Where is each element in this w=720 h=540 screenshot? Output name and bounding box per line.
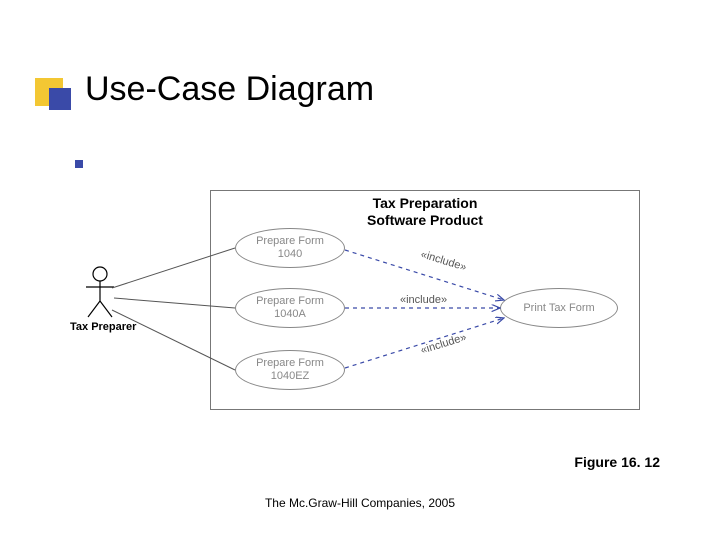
uc3-line1: Prepare Form xyxy=(256,357,324,369)
usecase-prepare-1040a: Prepare Form 1040A xyxy=(235,288,345,328)
system-title: Tax Preparation Software Product xyxy=(211,195,639,229)
usecase-print-tax-form: Print Tax Form xyxy=(500,288,618,328)
uc1-line2: 1040 xyxy=(278,248,302,260)
figure-caption: Figure 16. 12 xyxy=(574,454,660,470)
use-case-diagram: Tax Preparation Software Product Tax Pre… xyxy=(70,180,650,420)
slide: Use-Case Diagram Tax Preparation Softwar… xyxy=(0,0,720,540)
page-title: Use-Case Diagram xyxy=(85,70,374,109)
usecase-prepare-1040: Prepare Form 1040 xyxy=(235,228,345,268)
usecase-prepare-1040ez: Prepare Form 1040EZ xyxy=(235,350,345,390)
print-text: Print Tax Form xyxy=(523,302,594,314)
actor: Tax Preparer xyxy=(70,265,130,333)
title-bullet-inner xyxy=(49,88,71,110)
uc1-line1: Prepare Form xyxy=(256,235,324,247)
footer-copyright: The Mc.Graw-Hill Companies, 2005 xyxy=(0,496,720,510)
include-label-2: «include» xyxy=(400,294,447,306)
actor-icon xyxy=(80,265,120,319)
uc2-line2: 1040A xyxy=(274,308,306,320)
system-title-line2: Software Product xyxy=(367,212,483,228)
actor-label: Tax Preparer xyxy=(70,321,130,333)
system-title-line1: Tax Preparation xyxy=(373,195,478,211)
sub-bullet-icon xyxy=(75,160,83,168)
uc2-line1: Prepare Form xyxy=(256,295,324,307)
uc3-line2: 1040EZ xyxy=(271,370,310,382)
